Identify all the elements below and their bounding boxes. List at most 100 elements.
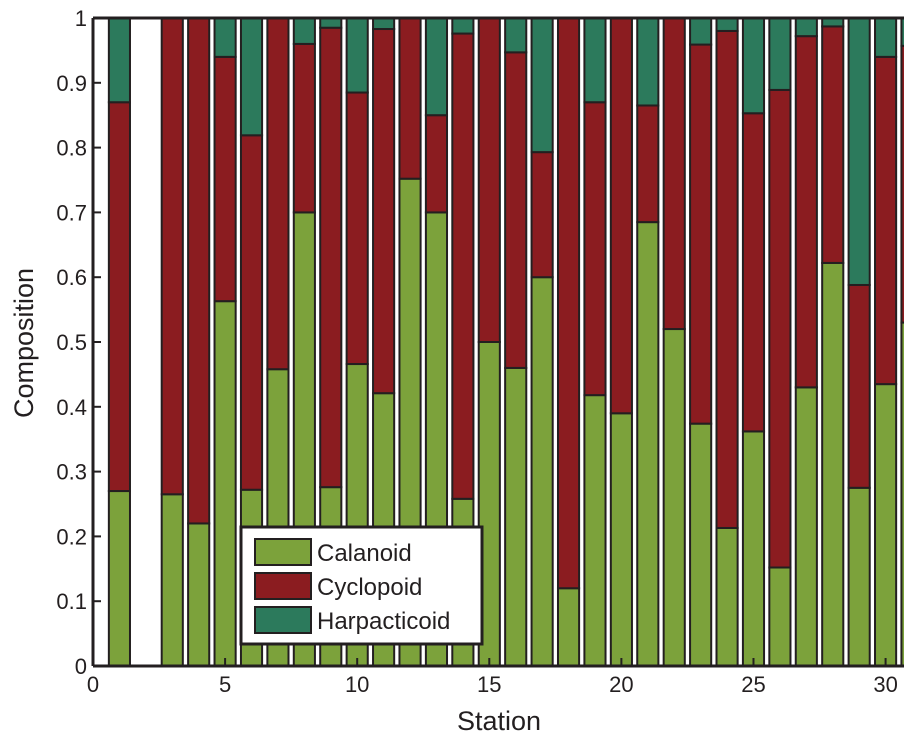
bar-cyclopoid-station-9 [319, 26, 343, 489]
y-tick-label: 0.8 [56, 136, 87, 161]
bar-cyclopoid-station-29 [847, 283, 871, 489]
bar-cyclopoid-station-15 [477, 17, 501, 343]
bar-cyclopoid-station-23 [689, 43, 713, 425]
bar-calanoid-station-19 [583, 394, 607, 667]
legend-label-calanoid: Calanoid [317, 540, 412, 567]
bar-calanoid-station-30 [874, 383, 898, 667]
y-tick-label: 0.1 [56, 589, 87, 614]
bar-calanoid-station-24 [715, 526, 739, 668]
bar-cyclopoid-station-31 [900, 44, 904, 324]
bar-cyclopoid-station-16 [504, 51, 528, 369]
bar-calanoid-station-27 [794, 386, 818, 667]
bar-cyclopoid-station-3 [160, 17, 184, 496]
bar-calanoid-station-25 [741, 430, 766, 668]
axes: 00.10.20.30.40.50.60.70.80.910 5 10 15 20 25 3… [56, 6, 904, 697]
x-tick-label: 5 [219, 672, 231, 697]
x-tick-label: 15 [477, 672, 501, 697]
y-tick-label: 0 [75, 654, 87, 679]
bar-harpacticoid-station-8 [292, 17, 316, 45]
x-tick-label: 0 [87, 672, 99, 697]
bar-calanoid-station-29 [847, 486, 871, 667]
x-tick-label: 10 [345, 672, 369, 697]
bar-layer [107, 17, 904, 668]
bar-cyclopoid-station-27 [794, 35, 818, 389]
bar-cyclopoid-station-1 [107, 101, 131, 493]
bar-calanoid-station-22 [662, 328, 686, 667]
bar-harpacticoid-station-6 [239, 17, 264, 137]
bar-harpacticoid-station-21 [636, 17, 660, 107]
bar-cyclopoid-station-28 [821, 25, 845, 264]
bar-harpacticoid-station-29 [847, 17, 871, 286]
x-tick-label: 20 [609, 672, 633, 697]
bar-harpacticoid-station-17 [530, 17, 554, 154]
y-tick-label: 0.5 [56, 330, 87, 355]
bar-harpacticoid-station-14 [451, 17, 475, 35]
bar-cyclopoid-station-8 [292, 42, 316, 214]
bar-cyclopoid-station-17 [530, 151, 554, 279]
bar-calanoid-station-23 [689, 422, 713, 668]
legend: Calanoid Cyclopoid Harpacticoid [239, 525, 484, 646]
bar-cyclopoid-station-7 [266, 17, 290, 371]
bar-cyclopoid-station-22 [662, 17, 686, 331]
bar-cyclopoid-station-25 [741, 112, 766, 433]
bar-calanoid-station-20 [609, 412, 633, 667]
legend-label-harpacticoid: Harpacticoid [317, 608, 450, 635]
y-axis-title: Composition [9, 268, 39, 418]
bar-calanoid-station-28 [821, 261, 845, 667]
bar-cyclopoid-station-10 [345, 91, 369, 366]
bar-harpacticoid-station-19 [583, 17, 607, 104]
bar-calanoid-station-1 [107, 490, 131, 668]
bar-calanoid-station-31 [900, 321, 904, 667]
bar-cyclopoid-station-4 [187, 17, 211, 525]
legend-swatch-harpacticoid [254, 606, 312, 634]
y-tick-label: 0.6 [56, 265, 87, 290]
bar-cyclopoid-station-19 [583, 101, 607, 397]
y-tick-label: 0.3 [56, 460, 87, 485]
x-axis-title: Station [457, 706, 541, 735]
bar-calanoid-station-18 [556, 587, 581, 667]
bar-cyclopoid-station-6 [239, 134, 264, 491]
bar-harpacticoid-station-24 [715, 17, 739, 32]
bar-calanoid-station-17 [530, 276, 554, 667]
bar-harpacticoid-station-10 [345, 17, 369, 94]
bar-harpacticoid-station-25 [741, 17, 766, 115]
y-tick-label: 0.2 [56, 524, 87, 549]
bar-cyclopoid-station-30 [874, 55, 898, 386]
bar-calanoid-station-26 [768, 566, 792, 668]
y-tick-label: 1 [75, 6, 87, 31]
bar-cyclopoid-station-5 [213, 55, 237, 303]
y-tick-label: 0.9 [56, 71, 87, 96]
bar-harpacticoid-station-11 [372, 17, 396, 31]
bar-calanoid-station-16 [504, 366, 528, 667]
bar-calanoid-station-4 [187, 522, 211, 667]
bar-harpacticoid-station-5 [213, 17, 237, 58]
bar-cyclopoid-station-18 [556, 17, 581, 590]
bar-cyclopoid-station-11 [372, 28, 396, 395]
legend-swatch-cyclopoid [254, 572, 312, 600]
y-tick-label: 0.4 [56, 395, 87, 420]
bar-harpacticoid-station-16 [504, 17, 528, 54]
legend-label-cyclopoid: Cyclopoid [317, 574, 422, 601]
bar-cyclopoid-station-13 [424, 114, 449, 214]
bar-cyclopoid-station-20 [609, 17, 633, 415]
bar-calanoid-station-3 [160, 493, 184, 667]
bar-harpacticoid-station-30 [874, 17, 898, 58]
y-tick-label: 0.7 [56, 200, 87, 225]
bar-harpacticoid-station-23 [689, 17, 713, 46]
bar-cyclopoid-station-26 [768, 88, 792, 569]
bar-harpacticoid-station-27 [794, 17, 818, 38]
bar-harpacticoid-station-31 [900, 17, 904, 47]
x-tick-label: 25 [741, 672, 765, 697]
bar-calanoid-station-5 [213, 300, 237, 667]
bar-calanoid-station-21 [636, 221, 660, 667]
bar-cyclopoid-station-14 [451, 32, 475, 500]
bar-cyclopoid-station-24 [715, 29, 739, 529]
bar-cyclopoid-station-12 [398, 17, 422, 180]
bar-harpacticoid-station-26 [768, 17, 792, 91]
legend-swatch-calanoid [254, 538, 312, 566]
bar-harpacticoid-station-1 [107, 17, 131, 104]
bar-cyclopoid-station-21 [636, 104, 660, 224]
x-tick-label: 30 [873, 672, 897, 697]
bar-harpacticoid-station-13 [424, 17, 449, 117]
